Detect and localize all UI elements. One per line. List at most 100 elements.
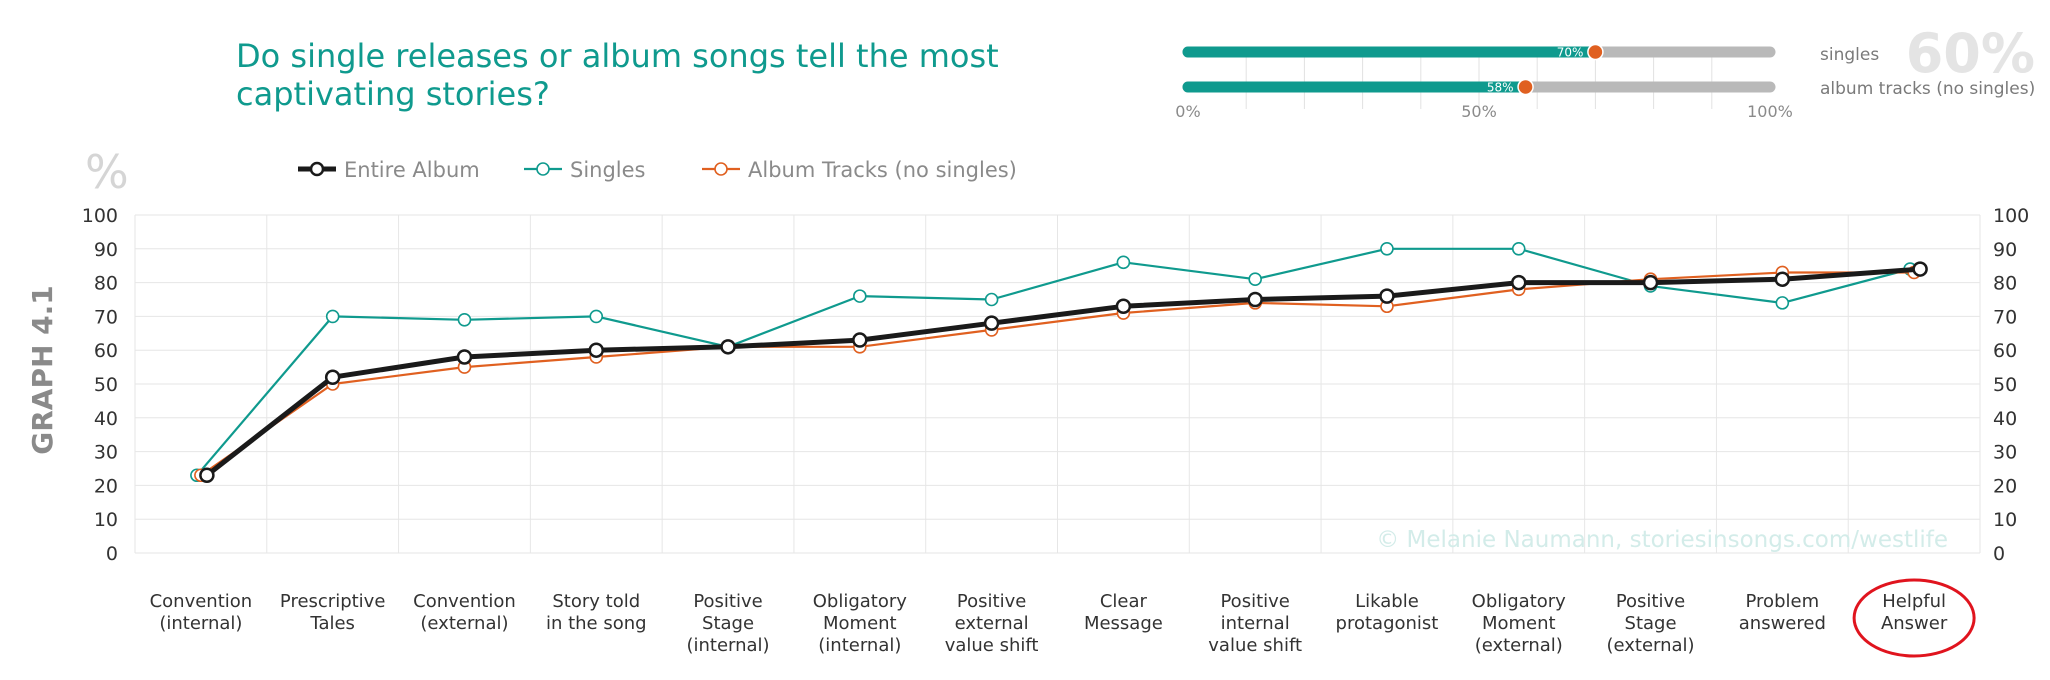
x-tick-label-line: value shift <box>945 635 1039 656</box>
x-tick-label-line: internal <box>1221 613 1290 634</box>
data-point <box>1247 291 1263 308</box>
y-tick-label-right: 10 <box>1993 509 2017 531</box>
chart-title-line1: Do single releases or album songs tell t… <box>236 37 999 75</box>
y-tick-label-left: 0 <box>106 543 118 565</box>
x-tick-label: Likable protagonist <box>1336 591 1439 634</box>
data-point <box>720 339 736 355</box>
x-tick-label-line: (internal) <box>686 635 769 656</box>
data-point <box>853 289 867 303</box>
summary-bars: 70% singles 58% album tracks (no singles) 0%… <box>1175 43 2035 121</box>
x-tick-label-line: Story told <box>552 591 640 612</box>
x-tick-label: Helpful Answer <box>1881 591 1948 634</box>
x-tick-label: Obligatory Moment (internal) <box>813 591 908 656</box>
data-point <box>1511 242 1526 256</box>
x-tick-label-line: Answer <box>1881 613 1948 634</box>
x-tick-label-line: Moment <box>1482 613 1556 634</box>
x-tick-label-line: protagonist <box>1336 613 1439 634</box>
data-point <box>1775 296 1790 310</box>
data-point <box>983 315 1000 331</box>
y-tick-label-right: 0 <box>1993 543 2005 565</box>
y-tick-label-right: 80 <box>1993 273 2017 295</box>
summary-axis-tick: 100% <box>1747 102 1793 121</box>
summary-bar-label: singles <box>1820 45 1879 65</box>
summary-bar-marker <box>1587 43 1604 61</box>
x-tick-label-line: Obligatory <box>813 591 908 612</box>
data-point <box>852 332 868 348</box>
x-tick-label: Problem answered <box>1739 591 1826 634</box>
data-point <box>1642 274 1659 291</box>
series-entire-album <box>199 261 1928 484</box>
x-tick-label: Convention (internal) <box>150 591 253 634</box>
watermark: © Melanie Naumann, storiesinsongs.com/we… <box>1376 527 1948 553</box>
legend-item: Album Tracks (no singles) <box>702 158 1017 182</box>
y-tick-label-left: 30 <box>94 442 118 464</box>
legend-label: Entire Album <box>344 158 480 182</box>
summary-bar-label: album tracks (no singles) <box>1820 79 2035 99</box>
big-percent: 60% <box>1906 22 2035 85</box>
data-point <box>457 312 472 327</box>
x-tick-label-line: Tales <box>309 613 355 634</box>
y-axis-right: 0 10 20 30 40 50 60 70 80 90 100 <box>1993 205 2029 565</box>
data-point <box>324 369 341 385</box>
legend-swatch-marker <box>714 162 728 176</box>
graph-label: GRAPH 4.1 <box>26 285 59 455</box>
x-tick-label-line: Positive <box>1220 591 1289 612</box>
legend-item: Singles <box>524 158 646 182</box>
x-tick-label-line: Clear <box>1100 591 1148 612</box>
x-tick-label-line: answered <box>1739 613 1826 634</box>
legend: Entire Album Singles Album Tracks (no sing… <box>298 158 1017 182</box>
data-point <box>1511 274 1527 291</box>
x-tick-label-line: Stage <box>702 613 754 634</box>
data-point <box>456 349 473 365</box>
y-tick-label-left: 10 <box>94 509 118 531</box>
x-tick-label-line: (external) <box>1606 635 1694 656</box>
y-tick-label-right: 30 <box>1993 442 2017 464</box>
y-tick-label-left: 60 <box>94 340 118 362</box>
x-axis-labels: Convention (internal)Prescriptive TalesCon… <box>150 591 1948 656</box>
summary-axis-tick: 0% <box>1175 102 1200 121</box>
x-tick-label: Story told in the song <box>546 591 647 634</box>
x-tick-label-line: (internal) <box>818 635 901 656</box>
x-tick-label-line: Convention <box>150 591 253 612</box>
data-point <box>1774 271 1791 287</box>
series-lines <box>190 242 1928 484</box>
y-tick-label-left: 70 <box>94 306 118 328</box>
data-point <box>589 309 604 324</box>
x-tick-label-line: (internal) <box>159 613 242 634</box>
data-point <box>199 467 215 484</box>
summary-bar-marker <box>1517 78 1534 96</box>
y-axis-left: 0 10 20 30 40 50 60 70 80 90 100 <box>82 205 118 565</box>
x-tick-label: Positive Stage (external) <box>1606 591 1694 656</box>
y-tick-label-right: 60 <box>1993 340 2017 362</box>
x-tick-label-line: Stage <box>1625 613 1677 634</box>
x-tick-label-line: Positive <box>957 591 1026 612</box>
x-tick-label-line: Positive <box>1616 591 1685 612</box>
x-tick-label-line: Moment <box>823 613 897 634</box>
x-tick-label-line: Likable <box>1355 591 1419 612</box>
y-tick-label-right: 70 <box>1993 306 2017 328</box>
x-tick-label-line: Message <box>1084 613 1163 634</box>
x-tick-label: Positive external value shift <box>945 591 1039 656</box>
x-tick-label: Obligatory Moment (external) <box>1472 591 1567 656</box>
x-tick-label-line: in the song <box>546 613 647 634</box>
x-tick-label-line: Positive <box>693 591 762 612</box>
x-tick-label-line: external <box>955 613 1029 634</box>
data-point <box>984 292 999 307</box>
x-tick-label-line: Helpful <box>1882 591 1946 612</box>
x-tick-label: Clear Message <box>1084 591 1163 634</box>
highlight-group <box>1852 578 1976 658</box>
data-point <box>1379 288 1395 304</box>
y-tick-label-right: 100 <box>1993 205 2029 227</box>
data-point <box>1248 272 1262 287</box>
summary-axis-tick: 50% <box>1461 102 1497 121</box>
y-tick-label-right: 90 <box>1993 239 2017 261</box>
data-point <box>1115 298 1132 315</box>
x-tick-label: Positive internal value shift <box>1208 591 1302 656</box>
x-tick-label-line: Obligatory <box>1472 591 1567 612</box>
summary-bar-value: 70% <box>1557 46 1584 60</box>
y-tick-label-left: 100 <box>82 205 118 227</box>
legend-swatch-marker <box>309 161 325 177</box>
y-tick-label-right: 50 <box>1993 374 2017 396</box>
x-tick-label-line: (external) <box>1475 635 1563 656</box>
